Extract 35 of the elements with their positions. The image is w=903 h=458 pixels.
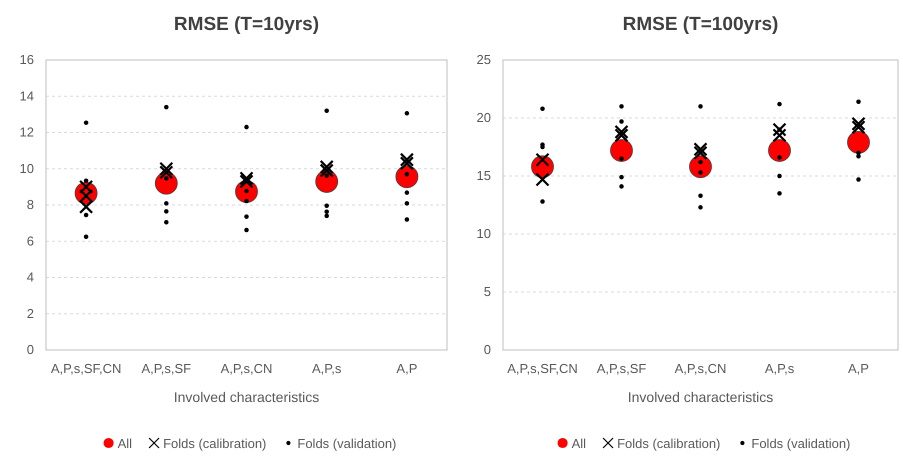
- y-tick-label: 12: [20, 124, 34, 140]
- x-tick-label: A,P,s,SF,CN: [50, 361, 122, 376]
- x-axis-title: Involved characteristics: [628, 389, 774, 405]
- x-tick-label: A,P,s,SF,CN: [507, 361, 578, 376]
- y-tick-label: 10: [476, 226, 491, 242]
- legend-label: Folds (calibration): [617, 436, 720, 451]
- y-tick-label: 16: [20, 52, 34, 68]
- y-tick-label: 0: [484, 342, 491, 358]
- legend-label: Folds (validation): [751, 436, 850, 451]
- chart-title: RMSE (T=10yrs): [174, 14, 320, 35]
- x-tick-label: A,P,s: [764, 361, 795, 376]
- x-tick-label: A,P,s,SF: [141, 361, 192, 376]
- x-axis-title: Involved characteristics: [174, 389, 320, 405]
- y-tick-label: 0: [26, 342, 34, 358]
- x-tick-label: A,P: [396, 361, 418, 376]
- x-tick-label: A,P,s,CN: [220, 361, 272, 376]
- y-tick-label: 15: [476, 168, 491, 184]
- chart-title: RMSE (T=100yrs): [622, 14, 778, 35]
- y-tick-label: 8: [26, 197, 34, 212]
- x-tick-label: A,P,s,SF: [596, 361, 646, 376]
- x-tick-label: A,P,s,CN: [674, 361, 726, 376]
- y-tick-label: 6: [26, 233, 34, 248]
- y-tick-label: 4: [26, 270, 34, 285]
- y-tick-label: 10: [20, 160, 34, 176]
- y-tick-label: 25: [476, 52, 491, 68]
- legend-label: All: [118, 436, 132, 451]
- y-tick-label: 14: [20, 88, 34, 104]
- y-tick-label: 2: [26, 306, 34, 321]
- y-tick-label: 5: [484, 284, 491, 300]
- y-tick-label: 20: [476, 110, 491, 126]
- x-tick-label: A,P,s: [312, 361, 342, 376]
- x-tick-label: A,P: [848, 361, 869, 376]
- legend-label: All: [572, 436, 586, 451]
- legend-label: Folds (calibration): [163, 436, 266, 451]
- legend-label: Folds (validation): [297, 436, 396, 451]
